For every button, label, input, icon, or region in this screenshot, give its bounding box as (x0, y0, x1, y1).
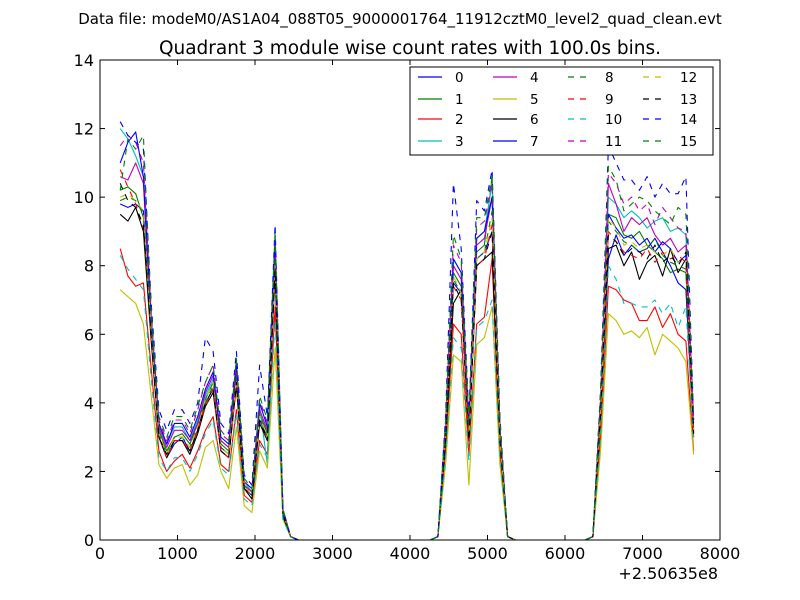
y-tick-label: 2 (84, 462, 94, 481)
x-tick-label: 3000 (312, 544, 353, 563)
x-tick-label: 7000 (622, 544, 663, 563)
y-tick-label: 8 (84, 257, 94, 276)
y-tick-label: 12 (74, 120, 94, 139)
tick-layer: 0 1000 2000 3000 4000 5000 6000 7000 80000246810… (74, 51, 741, 563)
x-tick-label: 6000 (545, 544, 586, 563)
chart-title: Quadrant 3 module wise count rates with … (159, 38, 661, 59)
x-tick-label: 4000 (390, 544, 431, 563)
legend-label-15: 15 (680, 134, 697, 150)
legend-label-11: 11 (605, 134, 622, 150)
legend-label-9: 9 (605, 92, 614, 108)
x-tick-label: 2000 (235, 544, 276, 563)
y-tick-label: 10 (74, 188, 94, 207)
x-tick-label: 8000 (700, 544, 741, 563)
legend-label-6: 6 (530, 112, 539, 128)
legend-label-0: 0 (455, 70, 464, 86)
x-tick-label: 1000 (157, 544, 198, 563)
y-tick-label: 0 (84, 531, 94, 550)
legend-frame (409, 66, 714, 156)
legend-label-5: 5 (530, 92, 539, 108)
series-line-14 (119, 121, 695, 541)
legend-label-4: 4 (530, 70, 539, 86)
x-tick-label: 5000 (467, 544, 508, 563)
series-line-15 (119, 134, 695, 541)
series-line-13 (119, 183, 695, 541)
legend-label-1: 1 (455, 92, 464, 108)
legend-label-3: 3 (455, 134, 464, 150)
legend-label-12: 12 (680, 70, 697, 86)
legend-label-7: 7 (530, 134, 539, 150)
legend-label-2: 2 (455, 112, 464, 128)
y-tick-label: 4 (84, 394, 94, 413)
legend-label-14: 14 (680, 112, 697, 128)
figure-suptitle: Data file: modeM0/AS1A04_088T05_90000017… (78, 10, 722, 29)
legend-label-13: 13 (680, 92, 697, 108)
x-offset-label: +2.50635e8 (618, 564, 718, 583)
legend-label-10: 10 (605, 112, 622, 128)
y-tick-label: 14 (74, 51, 94, 70)
x-tick-label: 0 (95, 544, 105, 563)
y-tick-label: 6 (84, 325, 94, 344)
series-line-10 (119, 255, 695, 541)
legend-label-8: 8 (605, 70, 614, 86)
